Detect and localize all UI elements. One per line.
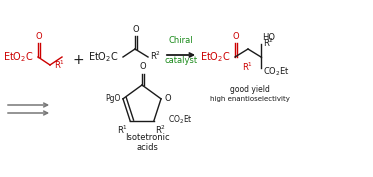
Text: acids: acids <box>136 144 158 153</box>
Text: O: O <box>233 32 239 41</box>
Text: O: O <box>140 62 146 71</box>
Text: CO$_2$Et: CO$_2$Et <box>168 114 192 126</box>
Text: catalyst: catalyst <box>164 56 198 65</box>
Text: HO: HO <box>262 33 275 42</box>
Text: EtO$_2$C: EtO$_2$C <box>200 50 231 64</box>
Text: R$^2$: R$^2$ <box>155 123 166 136</box>
Text: PgO: PgO <box>106 94 121 103</box>
Text: good yield: good yield <box>230 84 270 93</box>
Text: R$^2$: R$^2$ <box>263 37 274 49</box>
Text: R$^1$: R$^1$ <box>54 59 66 71</box>
Text: R$^1$: R$^1$ <box>117 123 128 136</box>
Text: Isotetronic: Isotetronic <box>125 133 169 142</box>
Text: EtO$_2$C: EtO$_2$C <box>3 50 34 64</box>
Text: high enantioselectivity: high enantioselectivity <box>210 96 290 102</box>
Text: EtO$_2$C: EtO$_2$C <box>88 50 119 64</box>
Text: O: O <box>36 32 42 41</box>
Text: Chiral: Chiral <box>169 36 193 45</box>
Text: +: + <box>72 53 84 67</box>
Text: CO$_2$Et: CO$_2$Et <box>263 65 290 78</box>
Text: O: O <box>164 94 170 103</box>
Text: R$^2$: R$^2$ <box>150 50 161 62</box>
Text: R$^1$: R$^1$ <box>242 61 254 73</box>
Text: O: O <box>133 25 139 34</box>
